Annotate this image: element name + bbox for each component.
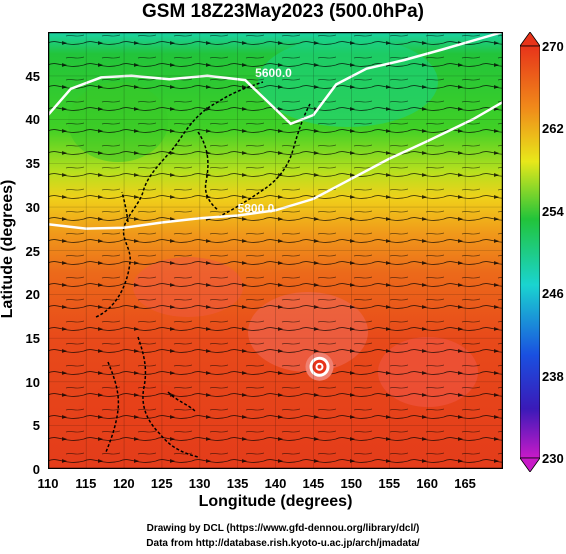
x-tick-label: 125 <box>150 476 173 491</box>
x-tick-label: 165 <box>454 476 476 491</box>
y-tick-label: 40 <box>25 112 40 128</box>
colorbar-tick-label: 270 <box>542 39 564 54</box>
y-tick-label: 45 <box>25 68 40 84</box>
y-tick-label: 30 <box>25 199 40 215</box>
colorbar <box>520 32 540 472</box>
chart-title: GSM 18Z23May2023 (500.0hPa) <box>142 1 424 22</box>
x-tick-label: 130 <box>188 476 211 491</box>
y-tick-label: 15 <box>25 330 40 346</box>
colorbar-tick-label: 238 <box>542 368 564 384</box>
map-plot-area: 5600.05800.0 <box>48 32 503 469</box>
colorbar-tick-label: 262 <box>542 121 564 137</box>
x-tick-label: 160 <box>416 476 438 491</box>
credit-data: Data from http://database.rish.kyoto-u.a… <box>146 538 420 549</box>
x-axis-label: Longitude (degrees) <box>198 493 353 510</box>
y-tick-label: 0 <box>32 462 40 477</box>
y-tick-label: 5 <box>32 418 40 434</box>
x-tick-label: 155 <box>378 476 401 491</box>
x-tick-label: 135 <box>226 476 249 491</box>
x-tick-label: 150 <box>340 476 363 491</box>
y-tick-label: 10 <box>25 374 40 390</box>
x-tick-label: 120 <box>112 476 135 491</box>
y-tick-label: 25 <box>25 243 40 259</box>
x-tick-label: 115 <box>75 476 97 491</box>
colorbar-tick-label: 246 <box>542 286 564 302</box>
colorbar-tick-label: 254 <box>542 203 564 219</box>
lat-lon-grid <box>48 32 503 469</box>
y-tick-label: 20 <box>25 287 40 303</box>
credit-drawing: Drawing by DCL (https://www.gfd-dennou.o… <box>146 523 420 534</box>
x-tick-label: 145 <box>302 476 325 491</box>
y-axis-label: Latitude (degrees) <box>0 179 16 319</box>
colorbar-tick-label: 230 <box>542 451 564 466</box>
y-tick-label: 35 <box>25 156 40 172</box>
x-tick-label: 140 <box>264 476 287 491</box>
x-tick-label: 110 <box>37 476 59 491</box>
